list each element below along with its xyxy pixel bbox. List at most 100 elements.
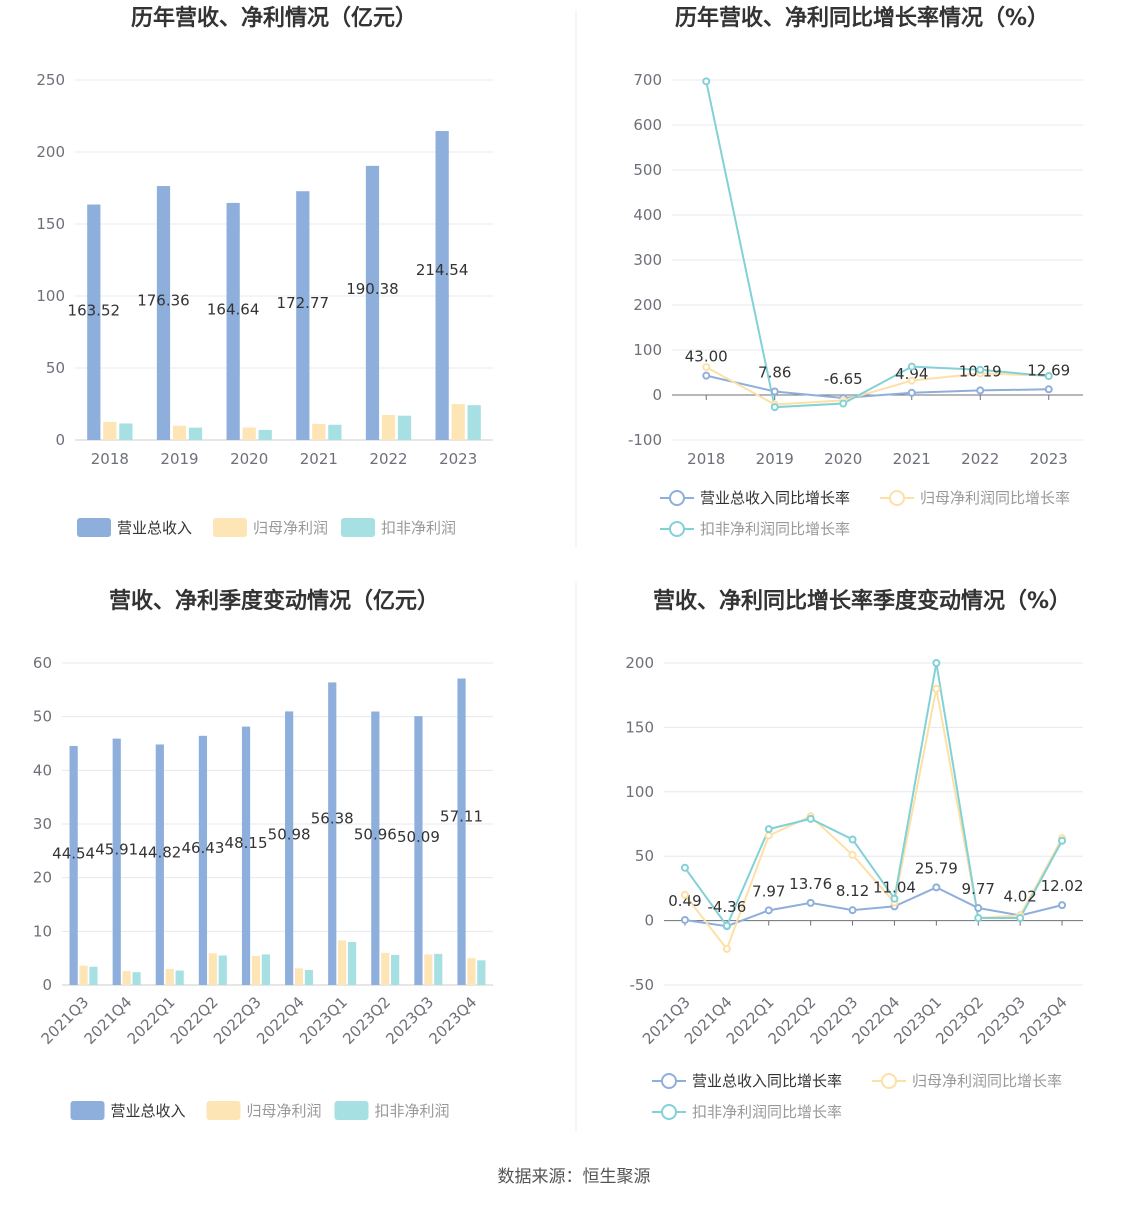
bar-2-2022Q1 [165, 968, 174, 985]
y-tick-label: 0 [652, 386, 662, 404]
legend-swatch [341, 518, 375, 537]
y-tick-label: -100 [628, 431, 662, 449]
legend: 营业总收入 归母净利润 扣非净利润 [70, 1101, 450, 1120]
y-tick-label: 20 [33, 869, 52, 887]
y-tick-label: 50 [46, 359, 65, 377]
series-line-2 [684, 688, 1063, 951]
bar-1-2018 [87, 204, 101, 440]
series-point-3-2022Q3 [848, 835, 857, 844]
legend-marker [889, 490, 905, 506]
series-point-3-2023Q1 [932, 659, 941, 667]
bar-3-2023Q1 [347, 942, 357, 985]
y-tick-label: 200 [625, 654, 654, 672]
bar-2-2022Q3 [251, 956, 261, 985]
series-point-3-2019 [770, 403, 779, 412]
bar-2-2023Q1 [338, 940, 347, 985]
series-point-3-2022Q1 [764, 825, 773, 834]
legend-label: 营业总收入 [117, 519, 192, 537]
bar-3-2023Q4 [477, 960, 486, 985]
series-point-3-2021Q4 [722, 921, 731, 930]
x-tick-label: 2023Q4 [425, 993, 480, 1048]
y-tick-label: 150 [36, 215, 65, 233]
point-value-label: 4.94 [895, 365, 928, 383]
series-point-2-2022Q1 [764, 831, 773, 840]
bar-2-2018 [103, 421, 117, 440]
bar-1-2022Q2 [198, 735, 208, 985]
bar-3-2022Q4 [304, 969, 314, 985]
bar-2-2023Q2 [381, 952, 390, 985]
series-point-2-2021Q4 [722, 944, 731, 953]
series-point-3-2021 [907, 362, 916, 371]
bar-value-label: 44.82 [138, 844, 181, 862]
series-point-3-2022Q4 [890, 894, 899, 903]
bar-1-2023Q1 [328, 682, 337, 985]
bar-3-2021 [328, 424, 342, 440]
point-value-label: 25.79 [915, 859, 958, 877]
y-tick-label: 300 [633, 251, 662, 269]
x-tick-label: 2023 [439, 450, 477, 468]
series-point-1-2023Q1 [932, 883, 941, 892]
legend-label: 归母净利润 [253, 519, 328, 537]
point-value-label: 12.02 [1041, 877, 1084, 895]
series-point-3-2023Q4 [1058, 836, 1067, 845]
series-point-3-2023 [1044, 372, 1053, 381]
bar-1-2021Q3 [69, 745, 78, 985]
bar-1-2023Q3 [414, 716, 423, 985]
bar-1-2019 [156, 186, 171, 440]
legend-swatch [77, 518, 111, 537]
chart-title: 营收、净利同比增长率季度变动情况（%） [653, 588, 1071, 614]
series-point-2-2018 [702, 363, 711, 372]
y-tick-label: 50 [33, 708, 52, 726]
series-line-1 [684, 886, 1063, 928]
chart-title: 历年营收、净利情况（亿元） [131, 5, 417, 31]
bar-3-2023Q2 [391, 954, 400, 985]
chart-panel-1: 历年营收、净利情况（亿元） 0 50 100 150 200 250 2018 2019 2020… [36, 5, 493, 537]
y-tick-label: 40 [33, 761, 52, 779]
series-point-1-2022 [976, 386, 985, 395]
point-value-label: 13.76 [789, 875, 832, 893]
series-line-3 [705, 81, 1049, 409]
series-point-3-2023Q3 [1016, 914, 1025, 923]
bar-3-2019 [188, 427, 203, 440]
bar-3-2022 [397, 415, 412, 440]
bar-1-2023Q2 [371, 711, 380, 985]
bar-value-label: 172.77 [277, 294, 330, 312]
bar-1-2023 [435, 131, 449, 441]
legend: 营业总收入 归母净利润 扣非净利润 [77, 518, 456, 537]
legend-marker [881, 1073, 897, 1089]
y-tick-label: 200 [36, 143, 65, 161]
bar-value-label: 46.43 [181, 839, 224, 857]
x-tick-label: 2021 [893, 450, 931, 468]
bar-2-2022 [381, 414, 396, 440]
y-tick-label: 200 [633, 296, 662, 314]
point-value-label: -6.65 [824, 370, 863, 388]
bar-1-2021Q4 [112, 738, 121, 985]
bar-2-2022Q2 [208, 953, 217, 985]
bar-2-2021 [312, 423, 326, 440]
series-point-3-2022 [976, 365, 985, 374]
legend-swatch [334, 1101, 369, 1120]
bar-3-2022Q3 [261, 954, 270, 985]
y-tick-label: -50 [630, 976, 655, 994]
bar-2-2023Q4 [467, 958, 476, 985]
x-tick-label: 2019 [756, 450, 794, 468]
point-value-label: 7.86 [758, 363, 791, 381]
series-point-1-2021 [907, 388, 916, 397]
point-value-label: -4.36 [707, 898, 746, 916]
series-point-1-2023Q2 [974, 904, 983, 913]
bar-3-2018 [119, 423, 133, 440]
legend-label: 扣非净利润 [375, 1102, 450, 1120]
series-line-1 [706, 374, 1049, 399]
y-tick-label: 500 [633, 161, 662, 179]
y-tick-label: 150 [625, 718, 654, 736]
x-tick-label: 2019 [160, 450, 198, 468]
series-point-1-2019 [770, 387, 779, 396]
y-tick-label: 10 [33, 922, 52, 940]
legend-swatch [206, 1101, 241, 1120]
series-point-1-2023 [1044, 385, 1053, 394]
bar-value-label: 50.09 [397, 828, 440, 846]
series-point-2-2023Q1 [932, 684, 941, 693]
